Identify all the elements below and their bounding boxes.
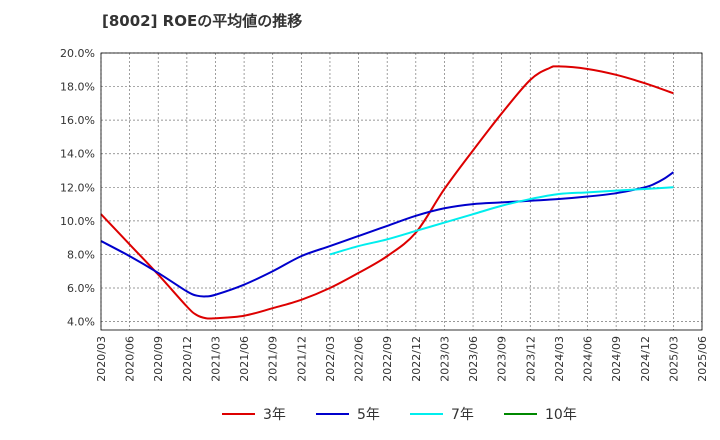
x-tick-label: 2025/06 <box>696 336 709 382</box>
legend-label: 5年 <box>357 407 380 423</box>
y-tick-label: 4.0% <box>67 316 95 329</box>
x-tick-label: 2020/06 <box>124 336 137 382</box>
plot-area <box>100 52 703 331</box>
x-tick-label: 2023/03 <box>438 336 451 382</box>
x-tick-label: 2023/09 <box>496 336 509 382</box>
x-tick-label: 2025/03 <box>667 336 680 382</box>
x-tick-label: 2021/06 <box>238 336 251 382</box>
chart-title: [8002] ROEの平均値の推移 <box>102 12 303 30</box>
x-tick-label: 2020/09 <box>152 336 165 382</box>
y-tick-label: 12.0% <box>60 181 95 194</box>
x-tick-label: 2021/12 <box>295 336 308 382</box>
series-line <box>100 65 674 320</box>
y-axis: 4.0% 6.0% 8.0% 10.0% 12.0% 14.0% 16.0% 18.0% 20.… <box>60 47 95 329</box>
x-tick-label: 2021/09 <box>267 336 280 382</box>
x-tick-label: 2022/09 <box>381 336 394 382</box>
x-tick-label: 2024/06 <box>582 336 595 382</box>
series-line <box>100 171 674 298</box>
x-tick-label: 2023/12 <box>524 336 537 382</box>
x-tick-label: 2022/06 <box>353 336 366 382</box>
y-tick-label: 16.0% <box>60 114 95 127</box>
y-tick-label: 8.0% <box>67 248 95 261</box>
x-tick-label: 2024/12 <box>639 336 652 382</box>
x-tick-label: 2021/03 <box>209 336 222 382</box>
legend-label: 7年 <box>451 407 474 423</box>
legend-label: 3年 <box>263 407 286 423</box>
x-tick-label: 2020/03 <box>95 336 108 382</box>
x-tick-label: 2023/06 <box>467 336 480 382</box>
x-tick-label: 2020/12 <box>181 336 194 382</box>
legend: 3年 5年 7年 10年 <box>222 407 577 423</box>
x-tick-label: 2024/09 <box>610 336 623 382</box>
y-tick-label: 14.0% <box>60 148 95 161</box>
y-tick-label: 18.0% <box>60 81 95 94</box>
x-tick-label: 2024/03 <box>553 336 566 382</box>
y-tick-label: 20.0% <box>60 47 95 60</box>
series-layer <box>100 65 674 320</box>
series-line <box>329 186 674 256</box>
x-axis: 2020/03 2020/06 2020/09 2020/12 2021/03 2021/… <box>95 336 709 382</box>
y-tick-label: 6.0% <box>67 282 95 295</box>
y-tick-label: 10.0% <box>60 215 95 228</box>
x-tick-label: 2022/03 <box>324 336 337 382</box>
x-tick-label: 2022/12 <box>410 336 423 382</box>
legend-label: 10年 <box>545 407 577 423</box>
